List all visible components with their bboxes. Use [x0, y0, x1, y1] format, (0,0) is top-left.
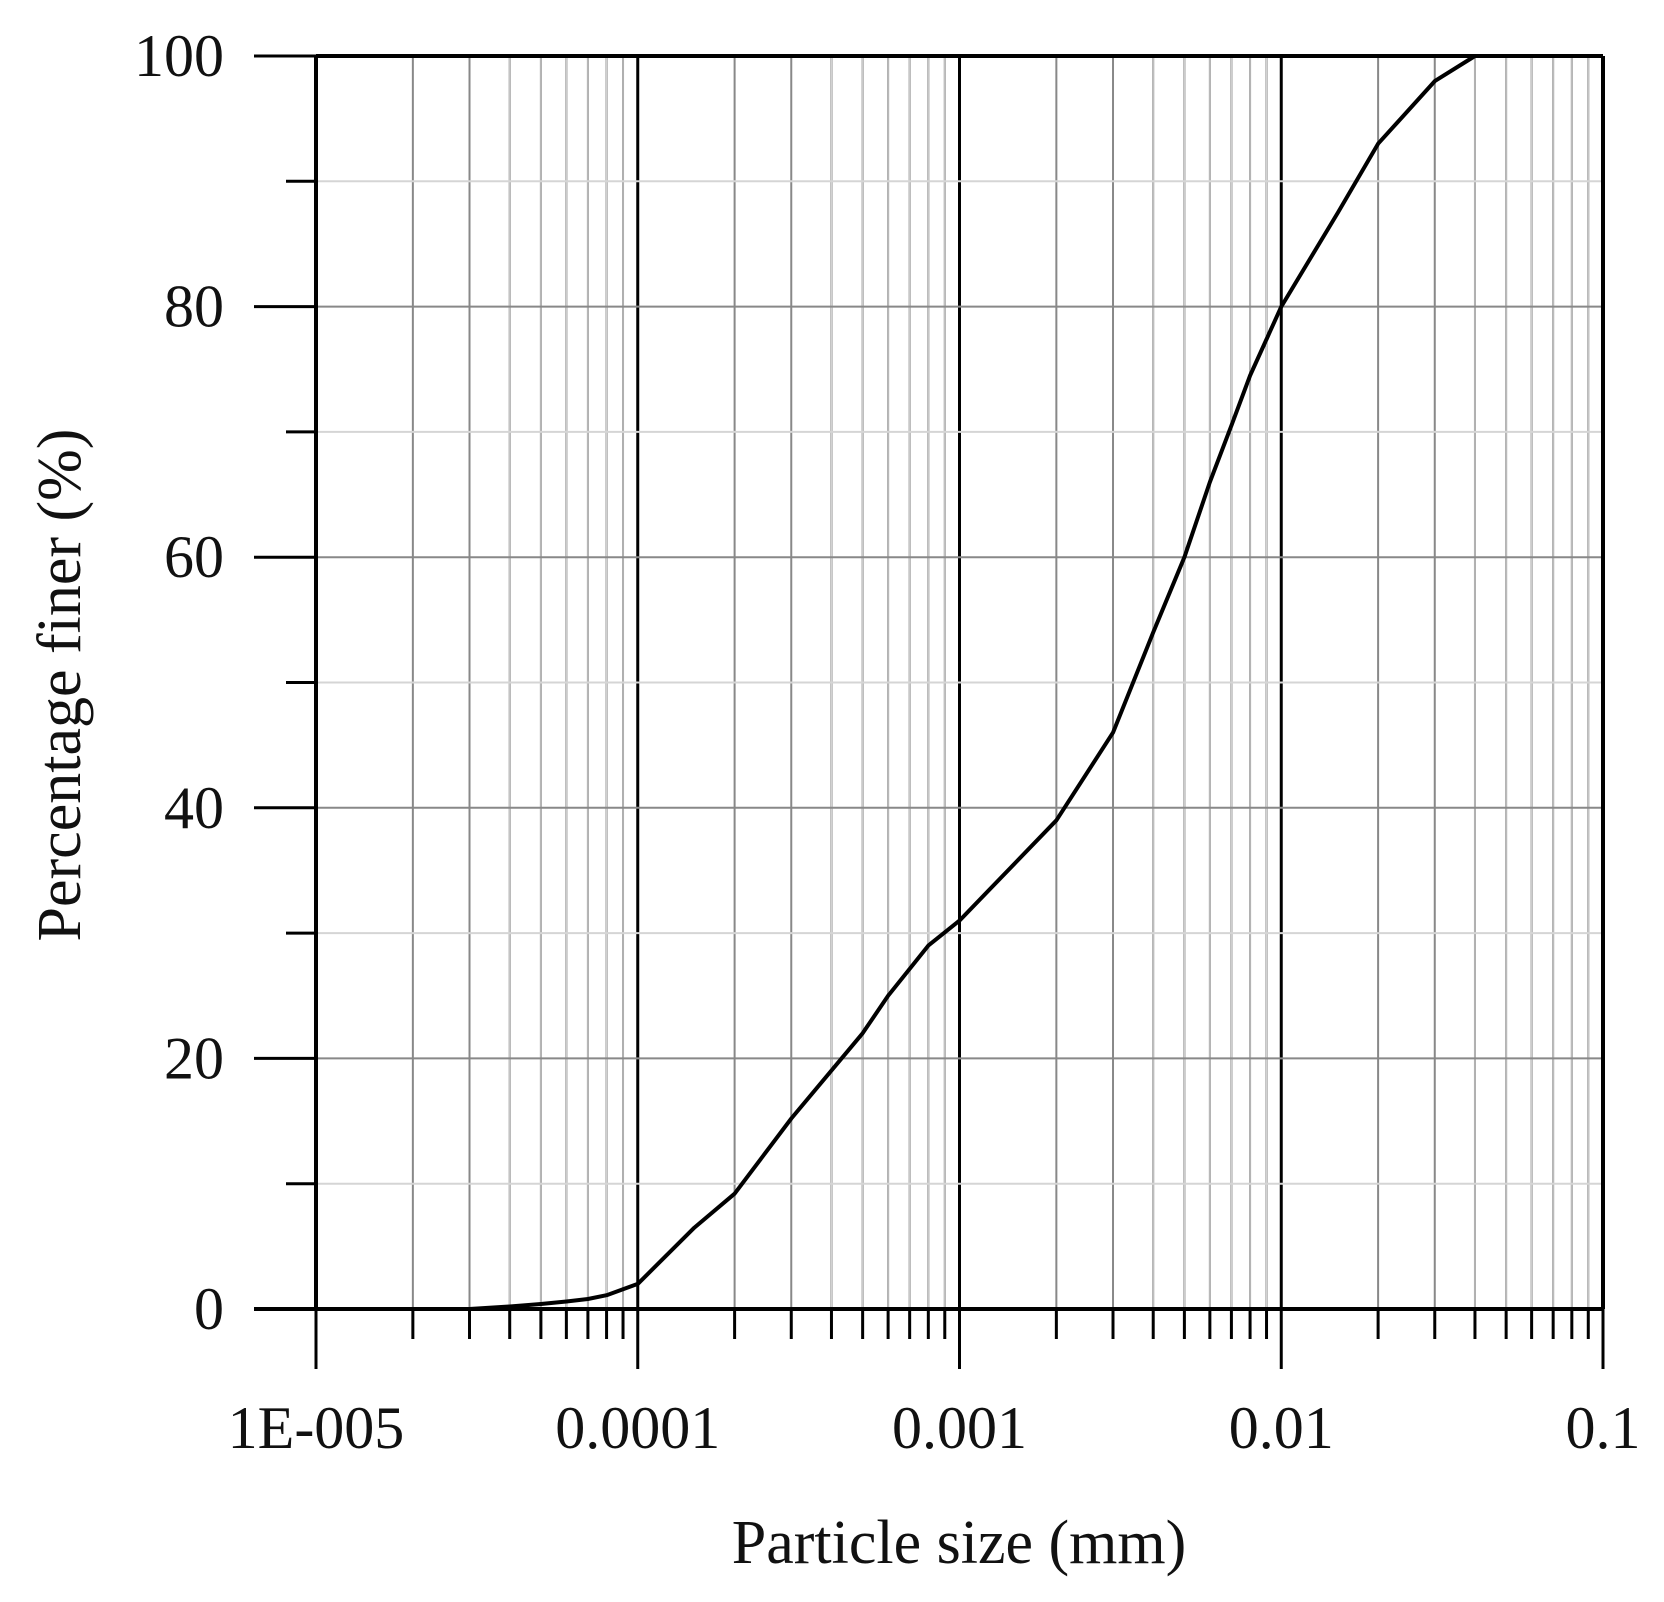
x-tick-label: 0.01: [1229, 1395, 1334, 1461]
series-layer: [469, 54, 1477, 1311]
y-tick-label: 60: [164, 524, 224, 590]
y-tick-label: 0: [194, 1276, 224, 1342]
grading-curve-line: [469, 54, 1477, 1311]
labels-layer: 1E-005 0.0001 0.001 0.01 0.1 0 20 40 60 80 100: [134, 23, 1641, 1461]
y-tick-label: 100: [134, 23, 224, 89]
y-axis-title: Percentage finer (%): [26, 429, 94, 942]
y-tick-label: 40: [164, 775, 224, 841]
x-axis-title: Particle size (mm): [732, 1509, 1187, 1577]
y-tick-label: 80: [164, 274, 224, 340]
x-tick-label: 0.1: [1566, 1395, 1641, 1461]
x-tick-label: 1E-005: [228, 1395, 405, 1461]
x-tick-label: 0.001: [892, 1395, 1027, 1461]
frame-layer: [254, 54, 1605, 1311]
ticks-layer: [254, 54, 1605, 1369]
x-tick-label: 0.0001: [555, 1395, 720, 1461]
y-tick-label: 20: [164, 1025, 224, 1091]
grid-layer: [316, 56, 1603, 1309]
